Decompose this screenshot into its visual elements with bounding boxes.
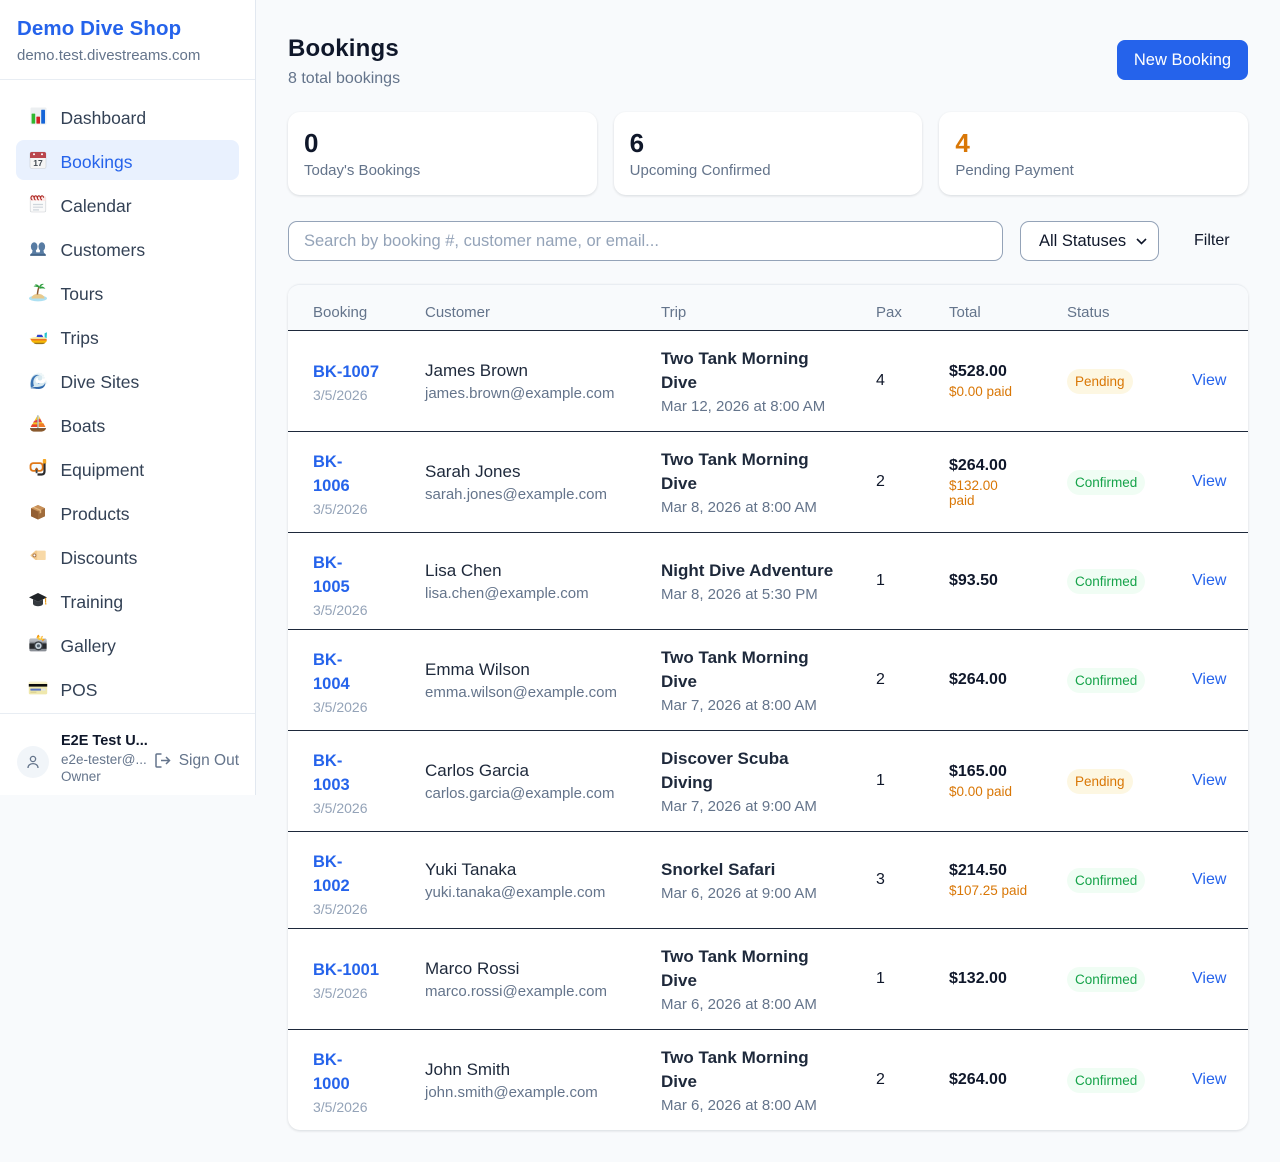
- svg-text:17: 17: [33, 158, 43, 168]
